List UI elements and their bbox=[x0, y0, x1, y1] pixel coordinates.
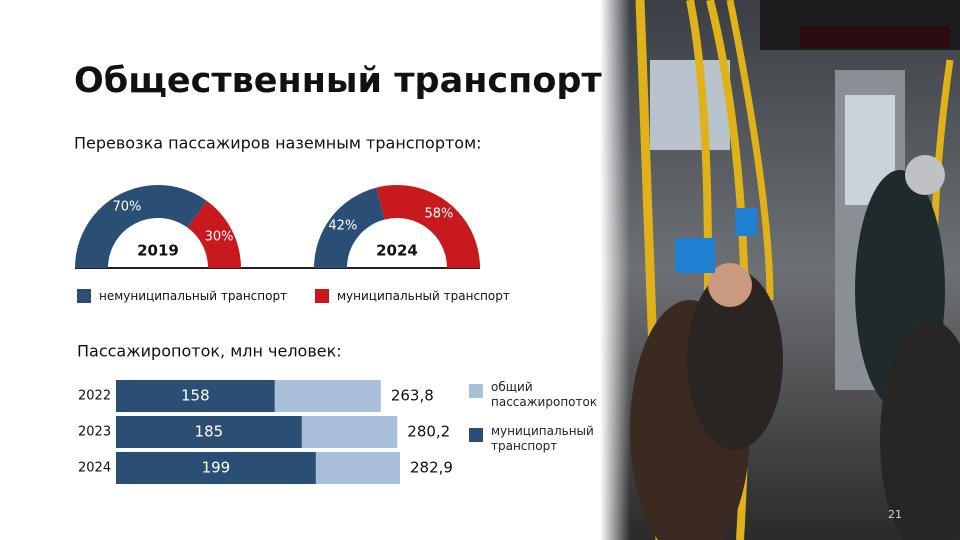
chart-title: Пассажиропоток, млн человек: bbox=[77, 342, 342, 361]
donut-year: 2019 bbox=[137, 242, 179, 260]
photo bbox=[600, 0, 960, 540]
bar bbox=[116, 452, 316, 484]
legend-label: общий пассажиропоток bbox=[491, 380, 598, 409]
value-label: 70% bbox=[112, 199, 141, 214]
category-label: 2023 bbox=[78, 425, 111, 440]
donut-year: 2024 bbox=[376, 242, 418, 260]
value-label: 280,2 bbox=[407, 423, 450, 441]
slide-title: Общественный транспорт bbox=[74, 61, 602, 101]
legend-label: немуниципальный транспорт bbox=[99, 289, 287, 303]
donut-segment bbox=[75, 185, 207, 268]
legend-swatch bbox=[77, 289, 91, 303]
value-label: 199 bbox=[202, 459, 231, 477]
legend-swatch bbox=[469, 384, 483, 398]
category-label: 2022 bbox=[78, 389, 111, 404]
donut-segment bbox=[376, 185, 480, 268]
donut-segment bbox=[187, 200, 241, 268]
value-label: 282,9 bbox=[410, 459, 453, 477]
value-label: 58% bbox=[425, 206, 454, 221]
value-label: 158 bbox=[181, 387, 210, 405]
legend-swatch bbox=[469, 428, 483, 442]
bar bbox=[116, 380, 275, 412]
legend-label: муниципальный транспорт bbox=[491, 424, 594, 453]
chart-title: Перевозка пассажиров наземным транспорто… bbox=[74, 134, 482, 153]
donut-segment bbox=[314, 187, 385, 268]
value-label: 185 bbox=[195, 423, 224, 441]
category-label: 2024 bbox=[78, 461, 111, 476]
legend-label: муниципальный транспорт bbox=[337, 289, 510, 303]
legend-swatch bbox=[315, 289, 329, 303]
value-label: 263,8 bbox=[391, 387, 434, 405]
bar bbox=[116, 416, 302, 448]
page-number: 21 bbox=[888, 508, 902, 521]
value-label: 30% bbox=[205, 229, 234, 244]
value-label: 42% bbox=[328, 219, 357, 234]
